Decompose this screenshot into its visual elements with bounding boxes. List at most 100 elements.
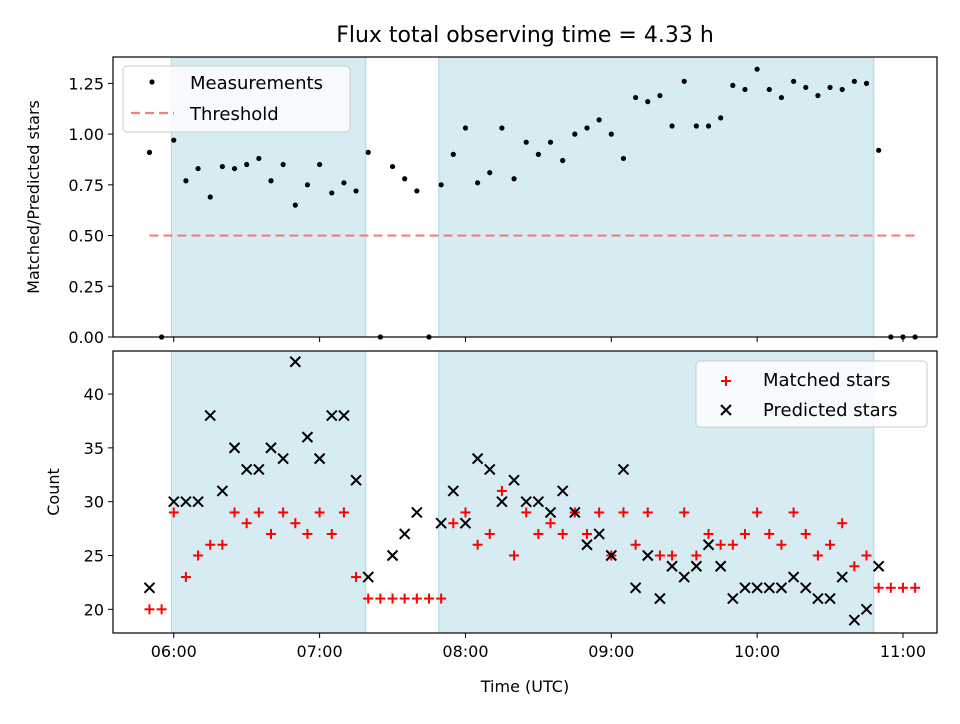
marker-stroke [326, 409, 338, 422]
measurement-point [547, 139, 554, 145]
measurement-point [389, 163, 396, 170]
matched-star-marker [205, 539, 216, 550]
predicted-star-marker [763, 582, 775, 594]
measurement-point [851, 78, 857, 84]
matched-star-marker [265, 528, 276, 539]
predicted-star-marker [544, 506, 557, 519]
matched-star-marker [654, 550, 665, 561]
predicted-star-marker [192, 495, 204, 508]
matched-star-marker [703, 528, 714, 539]
x-axis-label: Time (UTC) [480, 677, 569, 696]
matched-star-marker [496, 485, 507, 496]
measurement-point [560, 157, 566, 164]
marker-stroke [654, 592, 666, 605]
predicted-star-marker [301, 431, 314, 443]
marker-stroke [800, 582, 812, 594]
predicted-star-marker [496, 495, 508, 508]
marker-stroke [848, 614, 861, 626]
predicted-star-marker [678, 571, 690, 583]
matched-star-marker [861, 550, 872, 561]
predicted-star-marker [532, 495, 545, 508]
measurement-point [256, 155, 262, 162]
marker-stroke [520, 495, 532, 508]
x-tick-label: 09:00 [588, 642, 634, 661]
measurement-point [572, 131, 578, 137]
matched-star-marker [387, 593, 398, 604]
matched-star-marker [521, 507, 532, 518]
matched-star-marker [557, 528, 568, 539]
marker-stroke [253, 463, 265, 476]
matched-star-marker [642, 507, 653, 518]
y-tick-label: 1.00 [68, 125, 104, 144]
measurement-point [839, 86, 845, 93]
chart-title: Flux total observing time = 4.33 h [336, 23, 714, 48]
matched-star-marker [314, 507, 325, 518]
measurement-point [414, 188, 420, 194]
marker-stroke [532, 495, 545, 508]
predicted-star-marker [812, 592, 824, 605]
predicted-star-marker [702, 539, 715, 551]
marker-stroke [702, 539, 715, 551]
matched-star-marker [533, 528, 544, 539]
predicted-star-marker [787, 571, 800, 583]
legend-box [122, 65, 351, 133]
measurement-point [693, 123, 699, 129]
predicted-star-marker [168, 495, 180, 508]
measurement-point [292, 202, 298, 208]
matched-star-marker [509, 550, 520, 561]
marker-stroke [751, 582, 763, 594]
measurement-point [596, 117, 602, 123]
measurement-point [790, 78, 797, 84]
measurement-point [450, 151, 456, 157]
matched-star-marker [302, 528, 313, 539]
matched-star-marker [472, 539, 483, 550]
legend-label-measurements: Measurements [190, 73, 323, 94]
matched-star-marker [448, 518, 459, 529]
marker-stroke [678, 571, 690, 583]
matched-star-marker [679, 507, 690, 518]
predicted-star-marker [824, 592, 836, 605]
y-tick-label: 40 [84, 385, 104, 404]
matched-star-marker [411, 593, 422, 604]
marker-stroke [338, 409, 350, 422]
marker-stroke [386, 549, 399, 562]
marker-stroke [265, 442, 277, 454]
measurement-point [195, 165, 201, 172]
marker-stroke [690, 560, 703, 572]
predicted-star-marker [484, 463, 496, 476]
measurement-point [146, 149, 153, 155]
matched-star-marker [873, 582, 884, 593]
marker-stroke [739, 582, 751, 594]
y-tick-label: 35 [84, 439, 104, 458]
measurement-point [183, 178, 189, 184]
y-tick-label: 0.00 [68, 328, 104, 347]
marker-stroke [362, 571, 374, 583]
matched-star-marker [290, 518, 301, 529]
x-tick-label: 10:00 [734, 642, 780, 661]
marker-stroke [593, 528, 605, 540]
predicted-star-marker [265, 442, 277, 454]
matched-star-marker [545, 518, 556, 529]
marker-stroke [775, 582, 788, 594]
x-tick-label: 08:00 [442, 642, 488, 661]
predicted-star-marker [727, 592, 739, 605]
predicted-star-marker [860, 603, 873, 616]
measurement-point [876, 147, 882, 153]
predicted-star-marker [617, 463, 630, 476]
marker-stroke [435, 517, 447, 529]
top-y-axis-label: Matched/Predicted stars [24, 100, 43, 294]
matched-star-marker [423, 593, 434, 604]
matched-star-marker [910, 582, 921, 593]
predicted-star-marker [313, 452, 326, 465]
measurement-point [317, 161, 323, 168]
predicted-star-marker [800, 582, 812, 594]
marker-stroke [581, 539, 593, 551]
measurement-point [827, 84, 833, 91]
legend-label-predicted: Predicted stars [763, 400, 897, 421]
predicted-star-marker [240, 463, 253, 476]
measurement-point [280, 161, 286, 168]
top-axes-frame [112, 56, 938, 338]
matched-star-marker [363, 593, 374, 604]
matched-star-marker [144, 604, 155, 615]
matched-star-marker [752, 507, 763, 518]
